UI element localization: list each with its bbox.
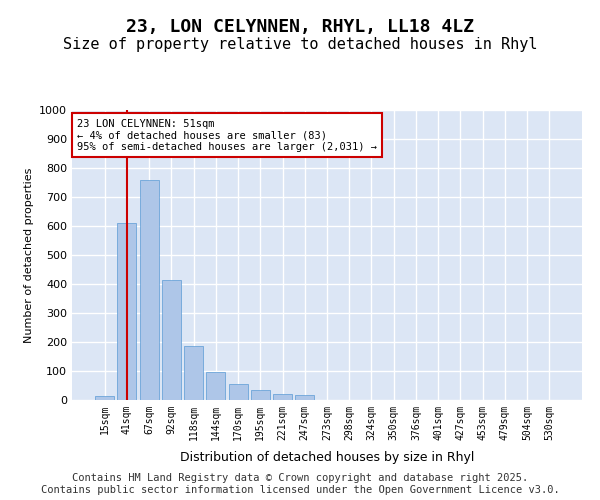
Bar — [295, 395, 314, 400]
Bar — [229, 384, 248, 400]
Text: Size of property relative to detached houses in Rhyl: Size of property relative to detached ho… — [63, 38, 537, 52]
Bar — [206, 372, 225, 400]
Text: 23, LON CELYNNEN, RHYL, LL18 4LZ: 23, LON CELYNNEN, RHYL, LL18 4LZ — [126, 18, 474, 36]
Bar — [251, 390, 270, 400]
Bar — [162, 280, 181, 400]
Y-axis label: Number of detached properties: Number of detached properties — [23, 168, 34, 342]
Bar — [95, 396, 114, 400]
Text: Contains HM Land Registry data © Crown copyright and database right 2025.
Contai: Contains HM Land Registry data © Crown c… — [41, 474, 559, 495]
X-axis label: Distribution of detached houses by size in Rhyl: Distribution of detached houses by size … — [180, 451, 474, 464]
Text: 23 LON CELYNNEN: 51sqm
← 4% of detached houses are smaller (83)
95% of semi-deta: 23 LON CELYNNEN: 51sqm ← 4% of detached … — [77, 118, 377, 152]
Bar — [184, 346, 203, 400]
Bar — [140, 180, 158, 400]
Bar — [273, 394, 292, 400]
Bar — [118, 223, 136, 400]
